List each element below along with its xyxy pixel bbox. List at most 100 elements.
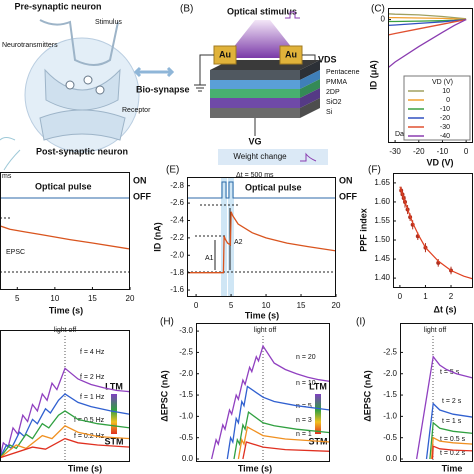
vesicle — [65, 80, 75, 90]
label: Receptor — [122, 107, 151, 114]
y-axis-label: ΔEPSC (nA) — [159, 370, 169, 421]
series-line — [388, 13, 467, 20]
series-line — [0, 367, 130, 458]
panel-label: (B) — [180, 4, 193, 15]
legend-label: 0 — [446, 97, 450, 104]
plot-frame — [187, 177, 336, 297]
pmma — [210, 80, 300, 89]
layer-label: SiO2 — [326, 99, 342, 106]
y-axis-label: ID (nA) — [152, 222, 162, 252]
x-tick-label: 2 — [449, 292, 454, 301]
panel-label: (H) — [160, 317, 174, 328]
y-tick-label: -2.6 — [170, 198, 184, 207]
x-axis-label: VD (V) — [427, 157, 454, 167]
series-label: f = 0.2 Hz — [74, 433, 105, 440]
series-line — [187, 211, 336, 274]
label: Stimulus — [95, 19, 122, 26]
series-label: f = 1 Hz — [80, 394, 105, 401]
legend-label: -20 — [440, 115, 450, 122]
y-tick-label: 1.55 — [374, 216, 390, 225]
title: Optical stimulus — [227, 6, 297, 16]
annotation: ON — [133, 175, 147, 185]
y-tick-label: -2.5 — [179, 348, 193, 357]
x-tick-label: -20 — [413, 147, 425, 156]
layer-label: Si — [326, 109, 333, 116]
ltm-stm-arrow — [111, 394, 117, 434]
label: Post-synaptic neuron — [36, 146, 128, 156]
reference-line — [0, 217, 130, 273]
plot-frame — [0, 172, 130, 290]
series-label: f = 2 Hz — [80, 374, 105, 381]
series-label: n = 1 — [296, 431, 312, 438]
series-label: f = 0.5 Hz — [74, 417, 105, 424]
annotation: Dark — [395, 131, 410, 138]
series-line — [233, 410, 330, 460]
layer — [300, 70, 320, 89]
y-tick-label: 1.50 — [374, 235, 390, 244]
x-tick-label: 0 — [464, 147, 469, 156]
series-line — [0, 425, 130, 459]
vesicle — [95, 85, 105, 95]
layer-label: 2DP — [326, 89, 340, 96]
x-tick-label: 1 — [423, 292, 428, 301]
annotation: Optical pulse — [35, 181, 92, 191]
series-label: f = 4 Hz — [80, 349, 105, 356]
annotation: ON — [339, 175, 353, 185]
y-tick-label: 1.60 — [374, 197, 390, 206]
legend-label: -10 — [440, 106, 450, 113]
electrode-label: Au — [285, 49, 297, 59]
series-line — [429, 421, 473, 460]
y-axis-label: ID (μA) — [368, 60, 378, 90]
panel-a: Pre-synaptic neuron Stimulus Neurotransm… — [0, 1, 190, 171]
x-tick-label: 10 — [262, 301, 271, 310]
dendrite — [0, 137, 21, 171]
x-tick-label: -30 — [389, 147, 401, 156]
x-tick-label: 0 — [398, 292, 403, 301]
y-axis-label: ΔEPSC (nA) — [362, 370, 372, 421]
post-terminal — [39, 109, 126, 141]
x-axis-label: Time (s) — [68, 463, 102, 473]
series-line — [388, 18, 467, 27]
series-label: n = 20 — [296, 354, 316, 361]
2dp — [210, 89, 300, 98]
panel-label: (F) — [368, 165, 381, 176]
y-tick-label: -1.5 — [383, 390, 397, 399]
plot-frame — [388, 8, 473, 143]
y-tick-label: 0.0 — [386, 454, 398, 463]
y-tick-label: 0 — [381, 15, 386, 24]
label: VDS — [318, 54, 337, 64]
x-tick-label: 10 — [50, 294, 59, 303]
plot-frame — [393, 173, 473, 288]
legend-title: VD (V) — [432, 79, 453, 86]
x-tick-label: 20 — [126, 294, 135, 303]
series-label: t = 0.2 s — [440, 450, 466, 457]
series-line — [0, 437, 130, 459]
series-line — [0, 410, 130, 459]
plot-frame — [400, 323, 473, 462]
annotation: A1 — [205, 255, 214, 262]
annotation: OFF — [339, 191, 357, 201]
x-axis-label: Time — [442, 463, 463, 473]
series-line — [388, 16, 467, 21]
annotation: Δt = 500 ms — [236, 172, 274, 179]
x-tick-label: 15 — [297, 301, 306, 310]
series-line — [210, 344, 330, 460]
si — [210, 108, 300, 118]
x-axis-label: Δt (s) — [434, 304, 457, 314]
annotation: EPSC — [6, 249, 25, 256]
series-label: t = 1 s — [442, 418, 462, 425]
layer — [300, 88, 320, 108]
legend-label: 10 — [442, 88, 450, 95]
annotation: light off — [424, 327, 446, 334]
ltm-stm-arrow — [315, 394, 321, 434]
pulse-trace — [187, 181, 336, 199]
legend-label: -30 — [440, 124, 450, 131]
layer — [300, 60, 320, 80]
reference-line — [187, 204, 336, 273]
annotation: LTM — [105, 381, 123, 391]
vesicle — [83, 75, 93, 85]
y-tick-label: 0.0 — [182, 454, 194, 463]
plot-frame — [0, 330, 130, 462]
x-tick-label: 20 — [332, 301, 341, 310]
